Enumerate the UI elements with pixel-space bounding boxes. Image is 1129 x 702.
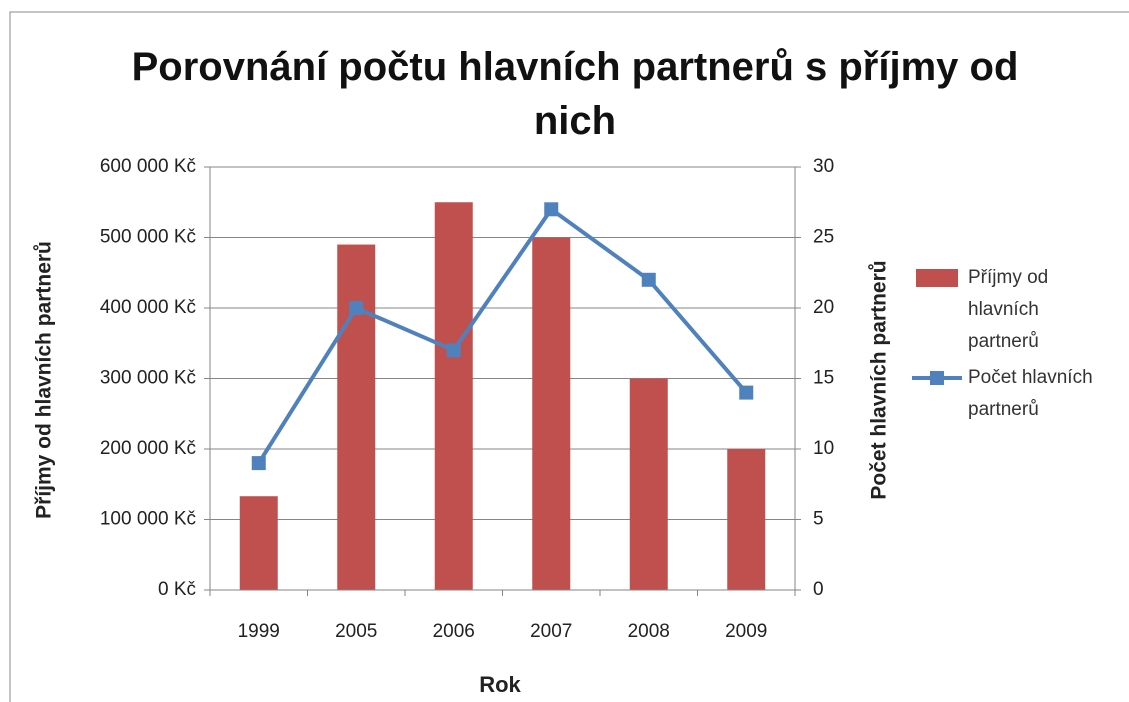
x-tick-label: 2006 bbox=[433, 621, 475, 642]
legend-label: Příjmy od hlavních partnerů bbox=[968, 267, 1049, 352]
legend: Příjmy od hlavních partnerů Počet hlavníc… bbox=[912, 262, 1112, 430]
marker bbox=[739, 385, 754, 400]
legend-swatch-marker bbox=[930, 371, 944, 385]
y2-tick-label: 25 bbox=[813, 227, 834, 248]
y-tick-label: 100 000 Kč bbox=[100, 509, 196, 530]
y-tick-label: 200 000 Kč bbox=[100, 438, 196, 459]
legend-swatch bbox=[912, 371, 962, 385]
legend-label: Počet hlavních partnerů bbox=[968, 367, 1093, 420]
y-tick-label: 400 000 Kč bbox=[100, 297, 196, 318]
marker bbox=[641, 272, 656, 287]
x-axis-title: Rok bbox=[479, 672, 521, 697]
y-tick-label: 600 000 Kč bbox=[100, 156, 196, 177]
legend-item: Příjmy od hlavních partnerů bbox=[912, 262, 1112, 358]
y2-tick-label: 30 bbox=[813, 156, 834, 177]
frame bbox=[9, 11, 1129, 702]
x-tick-label: 2009 bbox=[725, 621, 767, 642]
x-tick-label: 1999 bbox=[238, 621, 280, 642]
marker bbox=[251, 456, 266, 471]
line bbox=[257, 206, 748, 465]
y-tick-label: 500 000 Kč bbox=[100, 227, 196, 248]
legend-swatch bbox=[916, 269, 958, 287]
legend-item: Počet hlavních partnerů bbox=[912, 362, 1112, 426]
y2-tick-label: 10 bbox=[813, 438, 834, 459]
bar bbox=[337, 244, 376, 591]
bar bbox=[629, 378, 668, 590]
marker bbox=[349, 301, 364, 315]
x-tick-label: 2005 bbox=[335, 621, 377, 642]
bar bbox=[532, 237, 571, 590]
marker bbox=[544, 202, 559, 217]
bar bbox=[727, 449, 766, 590]
y-axis-title: Příjmy od hlavních partnerů bbox=[33, 241, 56, 519]
x-tick-label: 2007 bbox=[530, 621, 572, 642]
y2-tick-label: 5 bbox=[813, 509, 824, 530]
y-tick-label: 0 Kč bbox=[158, 579, 196, 600]
legend-swatch-bar bbox=[916, 269, 958, 287]
y2-axis-title: Počet hlavních partnerů bbox=[868, 260, 891, 499]
bar bbox=[239, 496, 278, 590]
y2-tick-label: 20 bbox=[813, 297, 834, 318]
y-tick-label: 300 000 Kč bbox=[100, 368, 196, 389]
bar bbox=[434, 202, 473, 590]
y2-tick-label: 0 bbox=[813, 579, 824, 600]
marker bbox=[446, 343, 461, 358]
chart-title: Porovnání počtu hlavních partnerů s příj… bbox=[131, 45, 1019, 143]
y2-tick-label: 15 bbox=[813, 368, 834, 389]
x-tick-label: 2008 bbox=[628, 621, 670, 642]
